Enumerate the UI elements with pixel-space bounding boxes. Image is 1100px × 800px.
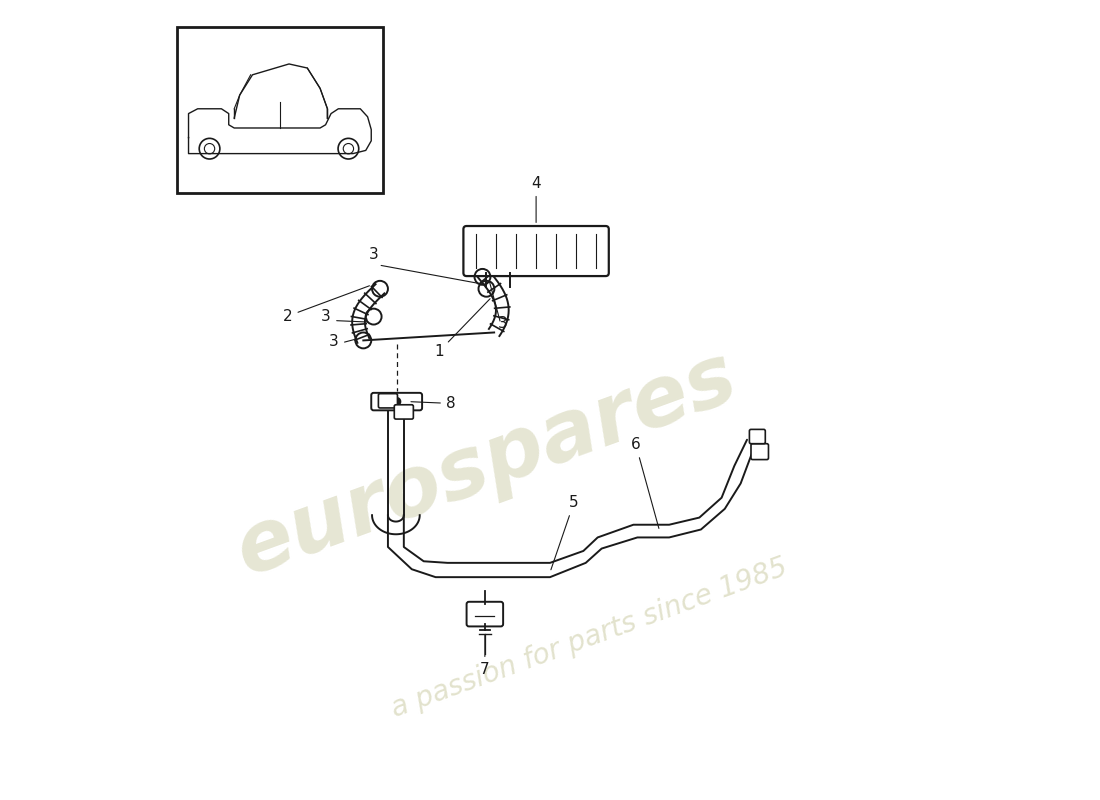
Text: 4: 4 bbox=[531, 176, 541, 222]
FancyBboxPatch shape bbox=[394, 405, 414, 419]
Text: eurospares: eurospares bbox=[226, 335, 748, 592]
FancyBboxPatch shape bbox=[378, 394, 397, 408]
FancyBboxPatch shape bbox=[751, 444, 769, 459]
Text: 8: 8 bbox=[411, 396, 455, 411]
Text: 3: 3 bbox=[497, 317, 507, 331]
Text: 3: 3 bbox=[329, 334, 339, 349]
Circle shape bbox=[393, 398, 400, 406]
Text: 7: 7 bbox=[480, 634, 490, 677]
Text: 1: 1 bbox=[434, 298, 491, 359]
Text: 2: 2 bbox=[283, 286, 370, 323]
Bar bbox=[177, 26, 383, 194]
FancyBboxPatch shape bbox=[463, 226, 608, 276]
Text: a passion for parts since 1985: a passion for parts since 1985 bbox=[388, 554, 792, 723]
Text: 5: 5 bbox=[551, 495, 579, 570]
Text: 3: 3 bbox=[368, 246, 378, 262]
Text: 3: 3 bbox=[321, 309, 331, 323]
FancyBboxPatch shape bbox=[749, 430, 766, 444]
FancyBboxPatch shape bbox=[372, 393, 422, 410]
FancyBboxPatch shape bbox=[466, 602, 503, 626]
Polygon shape bbox=[188, 109, 372, 154]
Text: 6: 6 bbox=[631, 438, 659, 529]
